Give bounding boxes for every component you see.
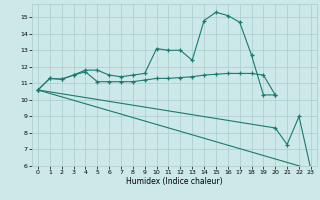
X-axis label: Humidex (Indice chaleur): Humidex (Indice chaleur) xyxy=(126,177,223,186)
